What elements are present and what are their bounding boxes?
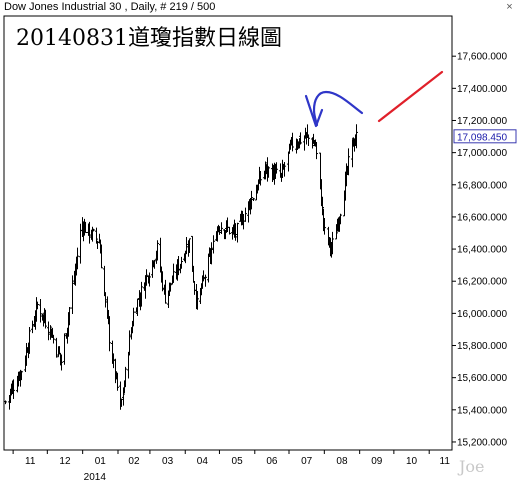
x-axis: 11 12 01 02 03 04 05 06 07 08 09 10 11 2014 — [12, 450, 451, 483]
blue-arrow-head — [304, 94, 324, 128]
y-tick-label: 15,200.000 — [457, 437, 507, 448]
year-label: 2014 — [84, 472, 107, 483]
y-tick-label: 15,800.000 — [457, 341, 507, 352]
y-tick-label: 16,000.000 — [457, 309, 507, 320]
y-tick-label: 17,600.000 — [457, 52, 507, 63]
x-tick-label: 11 — [440, 456, 451, 467]
x-tick-label: 02 — [128, 456, 140, 467]
x-tick-label: 03 — [162, 456, 174, 467]
watermark-signature: Joe — [457, 457, 485, 476]
blue-arrow-annotation — [312, 90, 364, 127]
annotation-title: 20140831道瓊指數日線圖 — [16, 26, 282, 51]
y-tick-label: 16,600.000 — [457, 212, 507, 223]
y-tick-label: 15,400.000 — [457, 405, 507, 416]
last-price-marker: 17,098.450 — [453, 129, 517, 144]
x-tick-label: 10 — [406, 456, 418, 467]
x-tick-label: 04 — [197, 456, 209, 467]
x-tick-label: 08 — [336, 456, 348, 467]
x-tick-label: 06 — [266, 456, 278, 467]
y-tick-label: 17,400.000 — [457, 84, 507, 95]
x-tick-label: 07 — [301, 456, 313, 467]
x-tick-label: 01 — [95, 456, 107, 467]
y-tick-label: 17,200.000 — [457, 116, 507, 127]
ohlc-bars — [4, 124, 358, 410]
x-tick-label: 05 — [232, 456, 244, 467]
x-tick-label: 09 — [371, 456, 383, 467]
y-axis: 15,200.000 15,400.000 15,600.000 15,800.000… — [452, 52, 507, 448]
y-tick-label: 15,600.000 — [457, 373, 507, 384]
plot-area — [3, 15, 453, 451]
chart-header-title: Dow Jones Industrial 30 , Daily, # 219 /… — [4, 1, 216, 13]
y-tick-label: 17,000.000 — [457, 148, 507, 159]
y-tick-label: 16,800.000 — [457, 180, 507, 191]
y-tick-label: 16,200.000 — [457, 277, 507, 288]
red-trend-line-annotation — [377, 70, 444, 123]
y-tick-label: 16,400.000 — [457, 245, 507, 256]
x-tick-label: 12 — [59, 456, 71, 467]
last-price-box — [453, 129, 517, 144]
close-icon[interactable]: × — [506, 1, 513, 13]
x-tick-label: 11 — [25, 456, 36, 467]
last-price-label: 17,098.450 — [457, 132, 507, 143]
